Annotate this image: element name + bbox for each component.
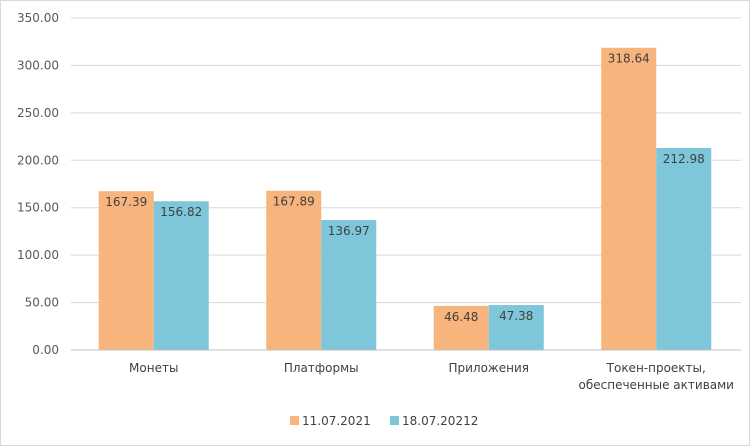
data-label: 47.38	[499, 309, 533, 323]
x-category-label: обеспеченные активами	[579, 378, 734, 392]
data-label: 212.98	[663, 152, 705, 166]
legend-label: 18.07.20212	[402, 414, 478, 428]
data-labels: 167.39 156.82 167.89 136.97 46.48 47.38 318.64…	[105, 52, 705, 324]
y-tick-label: 0.00	[32, 343, 59, 357]
x-axis-categories: Монеты Платформы Приложения Токен-проекты, о…	[129, 361, 734, 392]
y-tick-label: 200.00	[17, 153, 59, 167]
bar-series2	[321, 220, 377, 350]
bar-series1	[601, 47, 657, 351]
x-category-label: Токен-проекты,	[606, 361, 706, 375]
data-label: 318.64	[608, 52, 650, 66]
y-tick-label: 250.00	[17, 106, 59, 120]
bar-series2	[153, 201, 209, 350]
y-tick-label: 150.00	[17, 201, 59, 215]
x-category-label: Монеты	[129, 361, 178, 375]
bar-series1	[98, 191, 154, 350]
x-category-label: Платформы	[284, 361, 359, 375]
data-label: 156.82	[160, 205, 202, 219]
bars	[98, 47, 712, 351]
legend-swatch	[290, 416, 299, 425]
y-tick-label: 350.00	[17, 11, 59, 25]
data-label: 167.89	[273, 195, 315, 209]
y-tick-label: 300.00	[17, 58, 59, 72]
y-tick-label: 100.00	[17, 248, 59, 262]
y-tick-label: 50.00	[25, 296, 59, 310]
legend: 11.07.2021 18.07.20212	[290, 414, 478, 428]
bar-series2	[488, 305, 544, 350]
bar-series2	[656, 147, 712, 350]
data-label: 46.48	[444, 310, 478, 324]
y-axis-ticks: 0.00 50.00 100.00 150.00 200.00 250.00 300.00 3…	[17, 11, 59, 357]
bar-series1	[266, 190, 322, 350]
bar-series1	[433, 305, 489, 350]
x-category-label: Приложения	[448, 361, 529, 375]
data-label: 167.39	[105, 195, 147, 209]
data-label: 136.97	[328, 224, 370, 238]
legend-label: 11.07.2021	[302, 414, 371, 428]
legend-swatch	[390, 416, 399, 425]
